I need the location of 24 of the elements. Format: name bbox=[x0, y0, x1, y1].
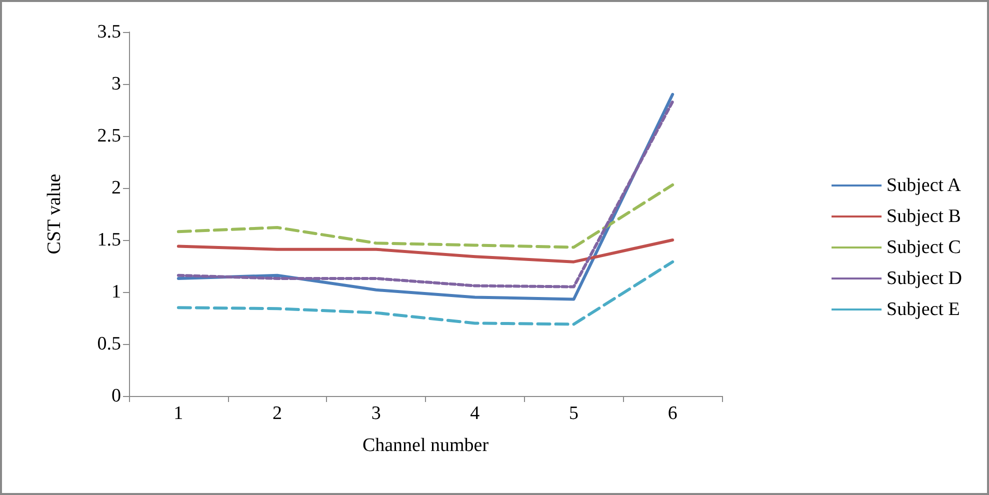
y-tick-label: 2 bbox=[112, 178, 121, 198]
legend-label: Subject B bbox=[886, 206, 961, 227]
legend-label: Subject C bbox=[886, 237, 961, 258]
legend-label: Subject A bbox=[886, 175, 962, 196]
y-tick-label: 1.5 bbox=[97, 230, 121, 250]
y-tick-label: 3 bbox=[112, 74, 121, 94]
legend-label: Subject E bbox=[886, 299, 960, 320]
y-tick-label: 1 bbox=[112, 282, 121, 302]
x-tick-label: 2 bbox=[272, 403, 282, 424]
x-tick-label: 5 bbox=[569, 403, 578, 424]
y-tick-label: 0 bbox=[112, 386, 121, 406]
x-tick-label: 1 bbox=[174, 403, 184, 424]
line-series bbox=[176, 183, 674, 249]
line-series bbox=[176, 238, 674, 264]
x-axis-title: Channel number bbox=[362, 435, 490, 456]
y-tick-label: 2.5 bbox=[97, 126, 121, 146]
x-tick-label: 4 bbox=[470, 403, 480, 424]
legend-label: Subject D bbox=[886, 268, 962, 289]
x-tick-label: 3 bbox=[371, 403, 381, 424]
x-tick-label: 6 bbox=[668, 403, 678, 424]
line-series bbox=[176, 260, 674, 326]
y-axis-title: CST value bbox=[44, 174, 65, 254]
y-tick-label: 0.5 bbox=[97, 334, 121, 354]
y-tick-label: 3.5 bbox=[97, 22, 121, 42]
